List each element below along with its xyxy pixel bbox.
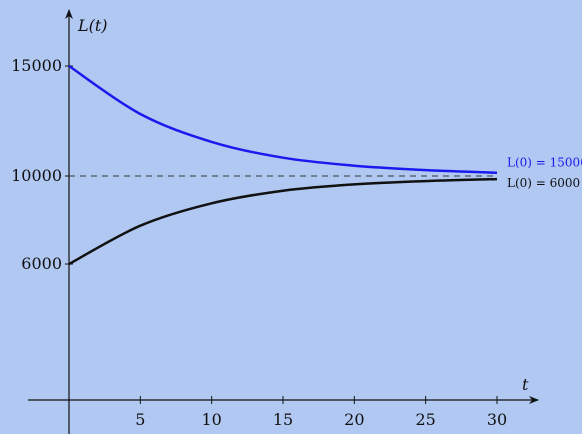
x-tick-label: 30 <box>487 410 507 429</box>
series-line-2 <box>68 177 498 266</box>
x-tick-label: 5 <box>135 410 145 429</box>
y-axis-title: L(t) <box>77 16 108 35</box>
x-tick-label: 20 <box>344 410 364 429</box>
series-line-1 <box>68 64 498 174</box>
x-axis-title: t <box>522 375 529 394</box>
y-tick-label: 6000 <box>21 254 62 273</box>
series-label-2: L(0) = 6000 <box>507 176 580 190</box>
x-tick-label: 25 <box>415 410 435 429</box>
y-tick-label: 10000 <box>11 166 62 185</box>
x-tick-label: 10 <box>201 410 221 429</box>
series-label-1: L(0) = 15000 <box>507 156 582 170</box>
y-tick-label: 15000 <box>11 56 62 75</box>
x-tick-label: 15 <box>273 410 293 429</box>
